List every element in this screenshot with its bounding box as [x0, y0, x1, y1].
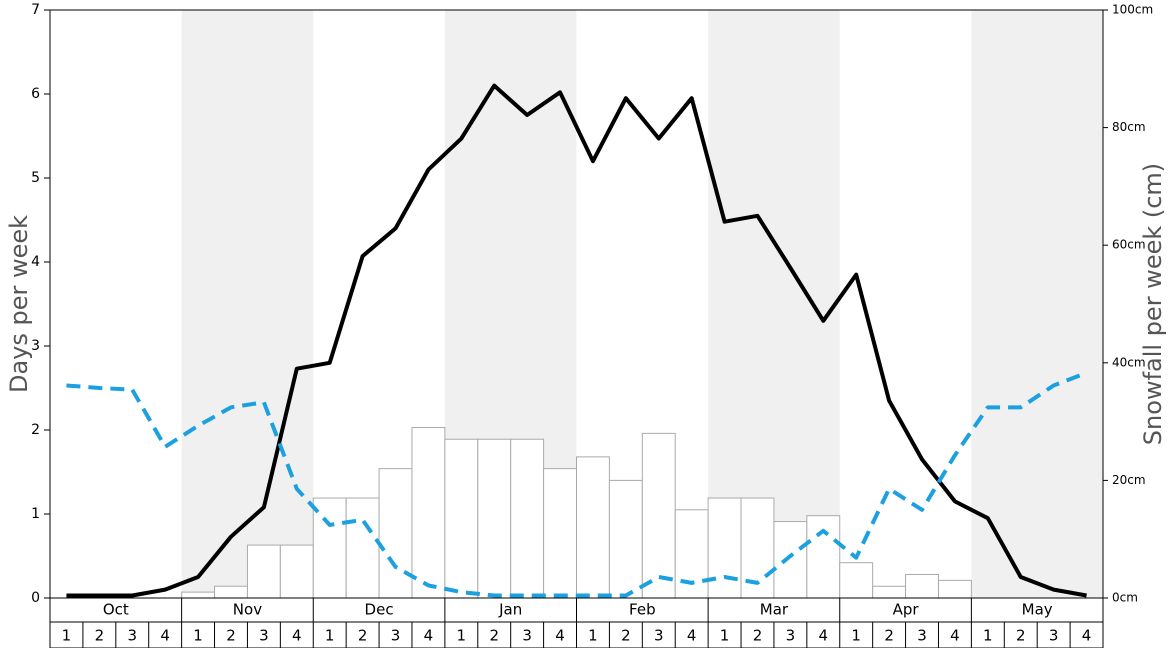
y2-tick-label: 0cm	[1112, 591, 1138, 605]
y2-tick-label: 80cm	[1112, 120, 1146, 134]
week-label: 2	[358, 627, 368, 645]
week-label: 1	[851, 627, 861, 645]
week-label: 1	[457, 627, 467, 645]
bar	[543, 468, 577, 599]
week-label: 1	[588, 627, 598, 645]
week-label: 3	[522, 627, 532, 645]
week-label: 1	[193, 627, 203, 645]
y-tick-label: 0	[31, 590, 40, 606]
bar	[181, 591, 216, 599]
month-label: Feb	[629, 601, 656, 619]
week-label: 1	[720, 627, 730, 645]
week-label: 4	[819, 627, 829, 645]
week-label: 4	[950, 627, 960, 645]
week-label: 4	[292, 627, 302, 645]
week-label: 2	[489, 627, 499, 645]
week-label: 3	[1049, 627, 1059, 645]
y2-tick-label: 100cm	[1112, 3, 1153, 17]
week-label: 1	[983, 627, 993, 645]
bar	[839, 562, 874, 599]
month-label: Oct	[103, 601, 129, 619]
month-label: Apr	[893, 601, 920, 619]
bar	[773, 521, 808, 599]
month-band	[971, 10, 1103, 598]
bar	[872, 585, 907, 599]
bar	[312, 497, 347, 599]
y-axis-label: Days per week	[5, 215, 33, 393]
y2-tick-label: 20cm	[1112, 473, 1146, 487]
bar	[444, 438, 479, 599]
bar	[510, 438, 545, 599]
bar	[905, 573, 939, 599]
week-label: 3	[127, 627, 137, 645]
month-label: Nov	[233, 601, 262, 619]
y-tick-label: 4	[31, 254, 40, 270]
week-label: 3	[391, 627, 401, 645]
week-label: 4	[687, 627, 697, 645]
y-tick-label: 3	[31, 338, 40, 354]
y-tick-label: 6	[31, 86, 40, 102]
week-label: 3	[654, 627, 664, 645]
week-label: 4	[1082, 627, 1092, 645]
y-tick-label: 1	[31, 506, 40, 522]
week-label: 3	[917, 627, 927, 645]
bar	[806, 515, 841, 599]
bar	[608, 479, 643, 599]
line	[66, 371, 1088, 598]
y-tick-label: 5	[31, 170, 40, 186]
bar	[937, 579, 972, 599]
week-label: 3	[786, 627, 796, 645]
month-label: Mar	[760, 601, 789, 619]
y2-tick-label: 60cm	[1112, 238, 1146, 252]
month-band	[181, 10, 314, 598]
month-label: May	[1022, 601, 1053, 619]
bar	[246, 544, 281, 599]
line	[66, 83, 1087, 598]
week-label: 1	[62, 627, 72, 645]
y2-tick-label: 40cm	[1112, 355, 1146, 369]
week-label: 4	[555, 627, 565, 645]
month-label: Dec	[365, 601, 394, 619]
y-tick-label: 7	[31, 2, 40, 18]
bar	[378, 468, 413, 599]
y2-axis-label: Snowfall per week (cm)	[1139, 163, 1167, 445]
bar	[345, 497, 380, 599]
week-label: 4	[160, 627, 170, 645]
bar	[214, 585, 248, 599]
y-tick-label: 2	[31, 422, 40, 438]
week-label: 2	[95, 627, 105, 645]
month-label: Jan	[498, 601, 522, 619]
bar	[707, 497, 742, 599]
bar	[279, 544, 314, 599]
week-label: 2	[621, 627, 631, 645]
week-label: 1	[325, 627, 335, 645]
week-label: 2	[226, 627, 236, 645]
week-label: 2	[884, 627, 894, 645]
bar	[411, 426, 446, 599]
week-label: 3	[259, 627, 269, 645]
week-label: 4	[424, 627, 434, 645]
bar	[576, 456, 610, 599]
week-label: 2	[753, 627, 763, 645]
week-label: 2	[1016, 627, 1026, 645]
bar	[641, 432, 676, 599]
bar	[477, 438, 512, 599]
